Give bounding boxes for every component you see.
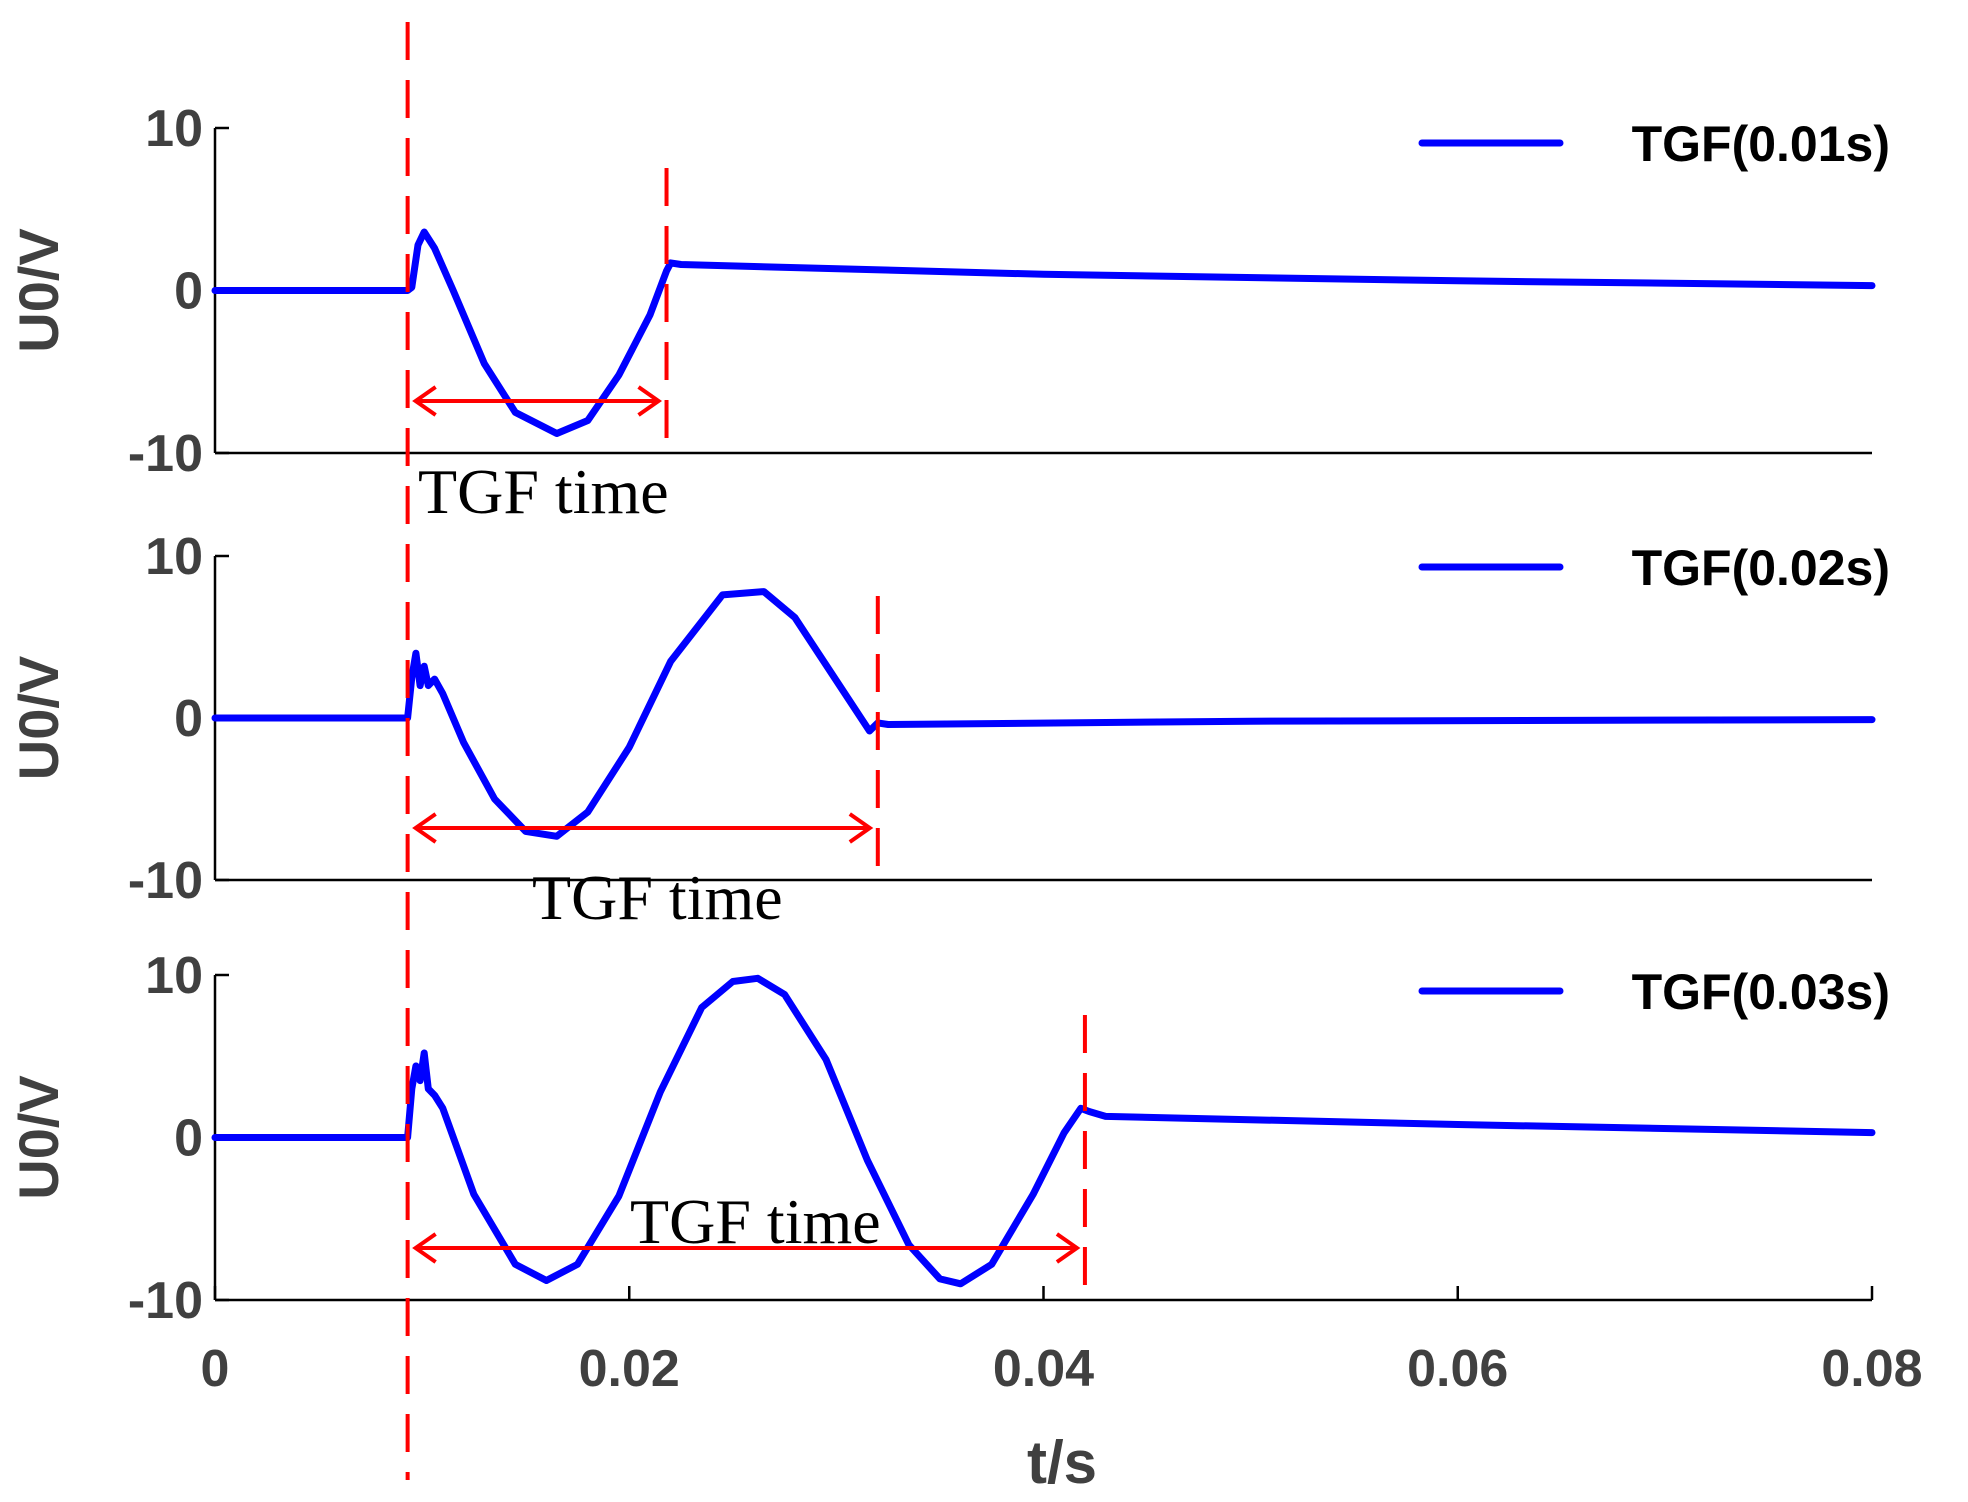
series-line xyxy=(211,588,1876,840)
tgf-time-annotation: TGF time xyxy=(418,456,669,527)
y-tick-label: 0 xyxy=(174,1110,203,1168)
arrow-head-left xyxy=(412,385,437,417)
x-tick-label: 0 xyxy=(201,1340,230,1398)
y-tick-label: 10 xyxy=(145,947,203,1005)
arrow-head-right xyxy=(1055,1232,1081,1264)
y-tick-label: 10 xyxy=(145,100,203,158)
x-tick-label: 0.06 xyxy=(1407,1340,1508,1398)
arrow-head-right xyxy=(848,812,874,844)
legend-label: TGF(0.02s) xyxy=(1632,540,1890,596)
x-tick-label: 0.08 xyxy=(1821,1340,1922,1398)
panel-3: 10 0 -10 0 0.02 0.04 0.06 0.08 U0/V t/s TGF(0.03s)… xyxy=(7,947,1923,1496)
tgf-time-annotation: TGF time xyxy=(532,862,783,933)
arrow-head-right xyxy=(637,385,663,417)
y-tick-label: 0 xyxy=(174,263,203,321)
x-tick-label: 0.04 xyxy=(993,1340,1094,1398)
y-axis-label: U0/V xyxy=(7,228,70,353)
y-tick-label: 0 xyxy=(174,690,203,748)
y-axis-label: U0/V xyxy=(7,1075,70,1200)
y-tick-label: -10 xyxy=(128,852,203,910)
y-tick-label: 10 xyxy=(145,528,203,586)
legend-label: TGF(0.03s) xyxy=(1632,964,1890,1020)
panel-1: 10 0 -10 U0/V TGF(0.01s) TGF time xyxy=(7,100,1890,527)
x-axis-label: t/s xyxy=(1027,1429,1097,1496)
y-axis-label: U0/V xyxy=(7,656,70,781)
x-tick-label: 0.02 xyxy=(579,1340,680,1398)
legend-label: TGF(0.01s) xyxy=(1632,116,1890,172)
series-line xyxy=(211,974,1876,1288)
y-tick-label: -10 xyxy=(128,425,203,483)
arrow-head-left xyxy=(412,812,437,844)
tgf-time-annotation: TGF time xyxy=(630,1186,881,1257)
panel-2: 10 0 -10 U0/V TGF(0.02s) TGF time xyxy=(7,528,1890,933)
arrow-head-left xyxy=(412,1232,437,1264)
y-tick-label: -10 xyxy=(128,1272,203,1330)
series-line xyxy=(211,228,1876,437)
